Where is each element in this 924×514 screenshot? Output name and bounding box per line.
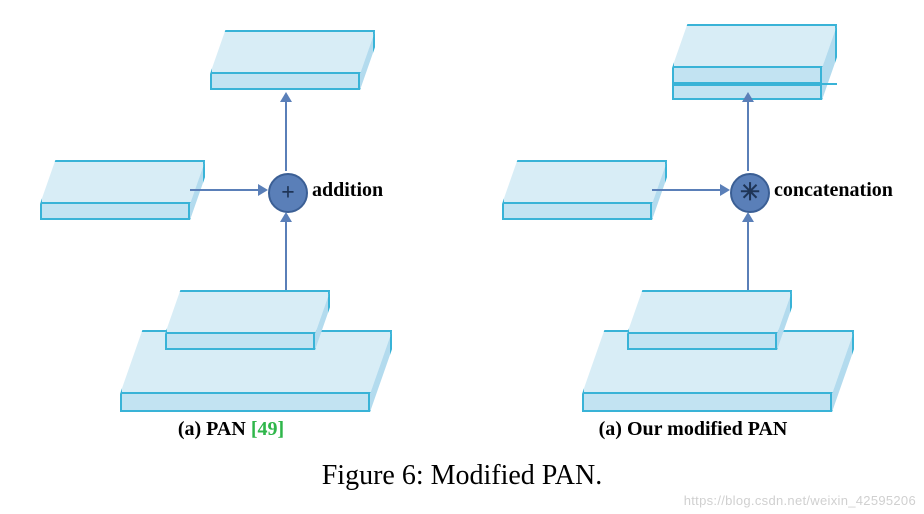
sub-caption: (a) PAN [49]: [0, 418, 462, 441]
figure-caption: Figure 6: Modified PAN.: [0, 460, 924, 492]
operator-circle: ✳: [730, 173, 770, 213]
panel-pan-original: + addition (a) PAN [49]: [0, 0, 462, 514]
plus-icon: +: [281, 181, 295, 205]
citation: [49]: [251, 418, 284, 440]
operator-label: concatenation: [774, 179, 893, 202]
sub-caption: (a) Our modified PAN: [462, 418, 924, 441]
caption-text: (a) PAN: [178, 418, 251, 440]
asterisk-icon: ✳: [740, 181, 760, 205]
operator-label: addition: [312, 179, 383, 202]
operator-circle: +: [268, 173, 308, 213]
watermark: https://blog.csdn.net/weixin_42595206: [684, 493, 916, 508]
panel-pan-modified: ✳ concatenation (a) Our modified PAN: [462, 0, 924, 514]
